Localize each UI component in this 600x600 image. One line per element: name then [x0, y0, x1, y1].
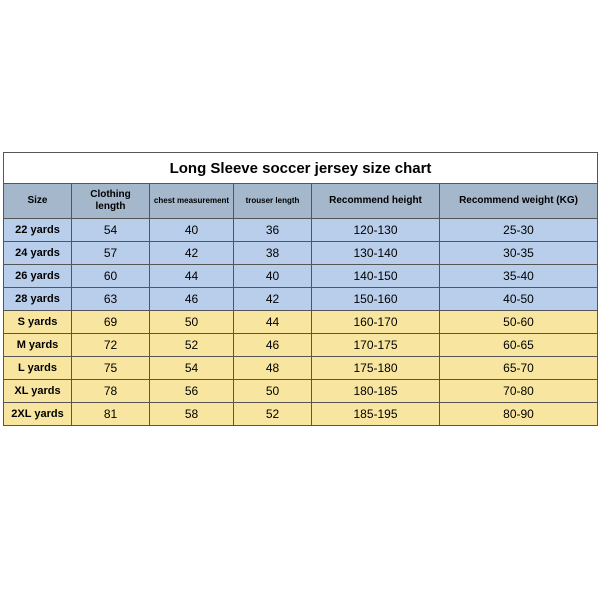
size-cell: M yards	[4, 334, 72, 357]
column-header: Size	[4, 184, 72, 219]
data-cell: 70-80	[440, 380, 598, 403]
data-cell: 170-175	[312, 334, 440, 357]
size-cell: 28 yards	[4, 288, 72, 311]
data-cell: 75	[72, 357, 150, 380]
size-cell: 22 yards	[4, 219, 72, 242]
data-cell: 78	[72, 380, 150, 403]
column-header: trouser length	[234, 184, 312, 219]
data-cell: 36	[234, 219, 312, 242]
column-header: Recommend height	[312, 184, 440, 219]
data-cell: 42	[150, 242, 234, 265]
table-row: 26 yards604440140-15035-40	[4, 265, 598, 288]
data-cell: 81	[72, 403, 150, 426]
data-cell: 57	[72, 242, 150, 265]
table-row: S yards695044160-17050-60	[4, 311, 598, 334]
data-cell: 54	[72, 219, 150, 242]
data-cell: 150-160	[312, 288, 440, 311]
data-cell: 50	[150, 311, 234, 334]
data-cell: 130-140	[312, 242, 440, 265]
data-cell: 52	[150, 334, 234, 357]
data-cell: 44	[234, 311, 312, 334]
data-cell: 160-170	[312, 311, 440, 334]
column-header: Recommend weight (KG)	[440, 184, 598, 219]
data-cell: 72	[72, 334, 150, 357]
data-cell: 50	[234, 380, 312, 403]
data-cell: 140-150	[312, 265, 440, 288]
data-cell: 50-60	[440, 311, 598, 334]
data-cell: 48	[234, 357, 312, 380]
data-cell: 58	[150, 403, 234, 426]
data-cell: 52	[234, 403, 312, 426]
data-cell: 69	[72, 311, 150, 334]
table-row: 28 yards634642150-16040-50	[4, 288, 598, 311]
table-row: 2XL yards815852185-19580-90	[4, 403, 598, 426]
data-cell: 175-180	[312, 357, 440, 380]
data-cell: 54	[150, 357, 234, 380]
size-cell: S yards	[4, 311, 72, 334]
data-cell: 60	[72, 265, 150, 288]
data-cell: 25-30	[440, 219, 598, 242]
table-row: M yards725246170-17560-65	[4, 334, 598, 357]
data-cell: 42	[234, 288, 312, 311]
data-cell: 30-35	[440, 242, 598, 265]
table-row: 22 yards544036120-13025-30	[4, 219, 598, 242]
data-cell: 46	[234, 334, 312, 357]
data-cell: 40	[150, 219, 234, 242]
chart-title: Long Sleeve soccer jersey size chart	[4, 153, 598, 184]
size-chart-table: Long Sleeve soccer jersey size chartSize…	[3, 152, 598, 426]
data-cell: 46	[150, 288, 234, 311]
table-row: L yards755448175-18065-70	[4, 357, 598, 380]
data-cell: 120-130	[312, 219, 440, 242]
table-row: XL yards785650180-18570-80	[4, 380, 598, 403]
data-cell: 35-40	[440, 265, 598, 288]
data-cell: 40	[234, 265, 312, 288]
data-cell: 180-185	[312, 380, 440, 403]
size-cell: L yards	[4, 357, 72, 380]
data-cell: 44	[150, 265, 234, 288]
column-header: chest measurement	[150, 184, 234, 219]
size-cell: 24 yards	[4, 242, 72, 265]
size-cell: 26 yards	[4, 265, 72, 288]
size-cell: XL yards	[4, 380, 72, 403]
data-cell: 38	[234, 242, 312, 265]
column-header: Clothing length	[72, 184, 150, 219]
data-cell: 63	[72, 288, 150, 311]
data-cell: 65-70	[440, 357, 598, 380]
size-cell: 2XL yards	[4, 403, 72, 426]
size-chart-container: Long Sleeve soccer jersey size chartSize…	[0, 0, 600, 426]
data-cell: 80-90	[440, 403, 598, 426]
data-cell: 56	[150, 380, 234, 403]
data-cell: 60-65	[440, 334, 598, 357]
data-cell: 40-50	[440, 288, 598, 311]
header-row: SizeClothing lengthchest measurementtrou…	[4, 184, 598, 219]
data-cell: 185-195	[312, 403, 440, 426]
table-row: 24 yards574238130-14030-35	[4, 242, 598, 265]
